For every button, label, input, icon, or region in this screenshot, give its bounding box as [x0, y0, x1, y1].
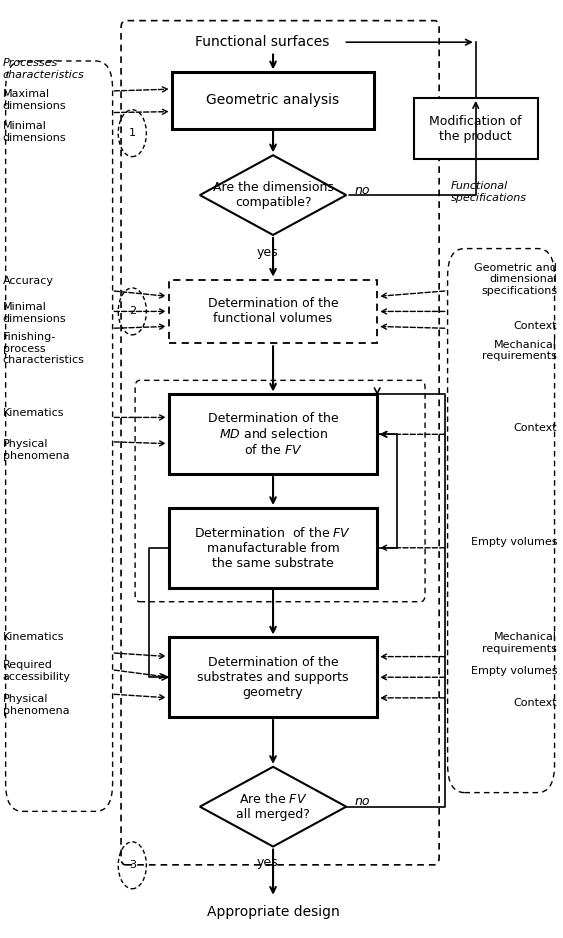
- Text: Are the dimensions
compatible?: Are the dimensions compatible?: [213, 181, 333, 209]
- Text: 3: 3: [129, 860, 136, 870]
- Text: Minimal
dimensions: Minimal dimensions: [3, 121, 66, 143]
- Text: Context: Context: [514, 423, 557, 433]
- Text: Modification of
the product: Modification of the product: [430, 114, 522, 143]
- Text: Determination  of the $FV$
manufacturable from
the same substrate: Determination of the $FV$ manufacturable…: [194, 526, 352, 569]
- Text: Processes
characteristics: Processes characteristics: [3, 58, 84, 80]
- Bar: [172, 72, 374, 129]
- Text: Geometric analysis: Geometric analysis: [207, 94, 339, 107]
- Text: Physical
phenomena: Physical phenomena: [3, 439, 69, 461]
- Polygon shape: [200, 156, 346, 234]
- Bar: [169, 638, 377, 717]
- Text: Kinematics: Kinematics: [3, 408, 64, 418]
- Text: yes: yes: [257, 247, 278, 259]
- Text: Physical
phenomena: Physical phenomena: [3, 694, 69, 716]
- Text: Appropriate design: Appropriate design: [207, 905, 339, 918]
- Text: Are the $FV$
all merged?: Are the $FV$ all merged?: [236, 793, 310, 821]
- Text: Finishing-
process
characteristics: Finishing- process characteristics: [3, 332, 84, 365]
- Text: yes: yes: [257, 855, 278, 869]
- Text: Determination of the
functional volumes: Determination of the functional volumes: [208, 297, 338, 325]
- Text: Minimal
dimensions: Minimal dimensions: [3, 302, 66, 324]
- Text: Empty volumes: Empty volumes: [471, 666, 557, 676]
- Text: Geometric and
dimensional
specifications: Geometric and dimensional specifications: [475, 263, 557, 295]
- Text: Accuracy: Accuracy: [3, 276, 54, 286]
- Text: no: no: [355, 795, 370, 809]
- Text: no: no: [355, 184, 370, 197]
- Text: Determination of the
substrates and supports
geometry: Determination of the substrates and supp…: [197, 656, 349, 699]
- Text: Kinematics: Kinematics: [3, 632, 64, 643]
- Text: Determination of the
$MD$ and selection
of the $FV$: Determination of the $MD$ and selection …: [208, 412, 338, 457]
- Text: Context: Context: [514, 698, 557, 708]
- Bar: [169, 508, 377, 587]
- Bar: [169, 394, 377, 475]
- Text: Mechanical
requirements: Mechanical requirements: [482, 340, 557, 361]
- Bar: [169, 280, 377, 343]
- Text: 1: 1: [129, 129, 136, 138]
- Text: Required
accessibility: Required accessibility: [3, 660, 71, 682]
- Text: Mechanical
requirements: Mechanical requirements: [482, 632, 557, 654]
- Text: Empty volumes: Empty volumes: [471, 537, 557, 547]
- Text: Maximal
dimensions: Maximal dimensions: [3, 89, 66, 111]
- Bar: [414, 98, 538, 159]
- Text: Functional surfaces: Functional surfaces: [195, 36, 329, 49]
- Text: 2: 2: [129, 307, 136, 316]
- Polygon shape: [200, 767, 346, 846]
- Text: Context: Context: [514, 321, 557, 331]
- Text: Functional
specifications: Functional specifications: [450, 181, 526, 203]
